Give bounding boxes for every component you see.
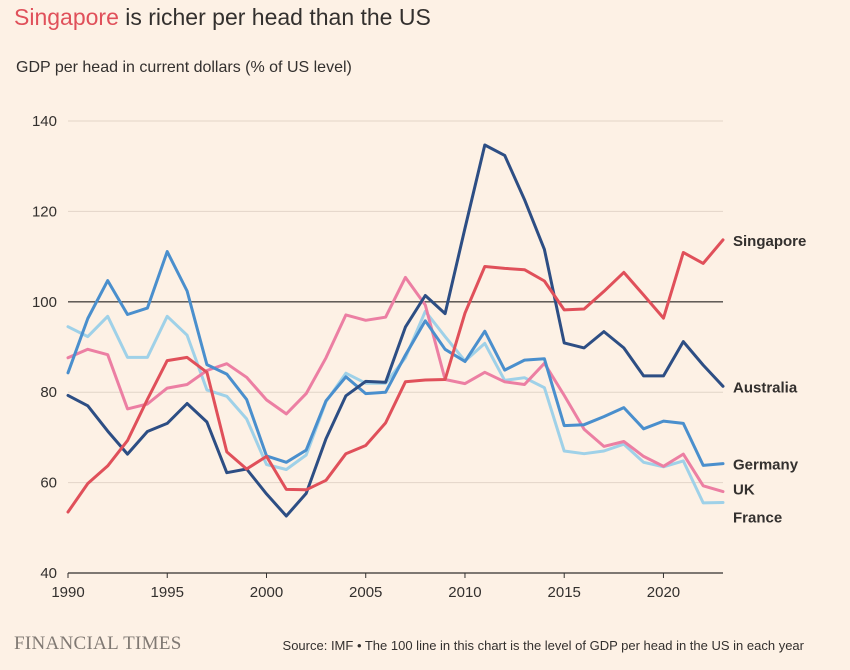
x-tick-label: 2005 xyxy=(349,584,382,601)
series-label-uk: UK xyxy=(733,481,755,498)
series-line-australia xyxy=(66,143,725,518)
title-highlight: Singapore xyxy=(14,4,119,30)
x-tick-label: 2015 xyxy=(548,584,581,601)
series-label-australia: Australia xyxy=(733,380,798,397)
line-chart: 40 60 80 100 120 140 1990 1995 2000 2005 2010 2015 2… xyxy=(32,113,806,601)
series-line-germany xyxy=(66,250,725,467)
y-tick-label: 80 xyxy=(40,384,57,401)
x-tick-label: 1995 xyxy=(151,584,184,601)
series-line-uk xyxy=(66,275,725,494)
series-label-singapore: Singapore xyxy=(733,233,806,250)
y-tick-label: 140 xyxy=(32,113,57,130)
series-label-france: France xyxy=(733,509,782,526)
y-tick-label: 100 xyxy=(32,294,57,311)
x-tick-label: 2000 xyxy=(250,584,283,601)
y-tick-label: 120 xyxy=(32,203,57,220)
y-tick-label: 60 xyxy=(40,475,57,492)
x-tick-label: 1990 xyxy=(51,584,84,601)
source-note: Source: IMF • The 100 line in this chart… xyxy=(282,638,804,653)
series-line-singapore xyxy=(66,238,725,514)
title-rest: is richer per head than the US xyxy=(118,4,431,30)
x-tick-label: 2010 xyxy=(448,584,481,601)
ft-logo: FINANCIAL TIMES xyxy=(14,633,182,654)
series-label-germany: Germany xyxy=(733,457,799,474)
y-tick-label: 40 xyxy=(40,565,57,582)
x-tick-label: 2020 xyxy=(647,584,680,601)
chart-title: Singapore is richer per head than the US xyxy=(14,4,431,31)
chart-subtitle: GDP per head in current dollars (% of US… xyxy=(16,59,352,76)
